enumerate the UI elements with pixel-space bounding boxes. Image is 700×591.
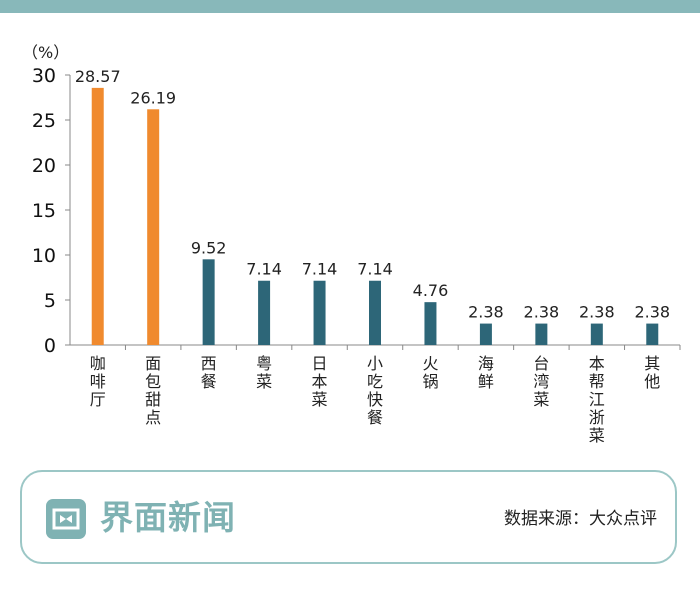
x-category-label: 粤菜 [256,354,272,391]
bar-value-label: 2.38 [524,303,560,322]
brand-name: 界面新闻 [100,498,236,537]
bar [590,323,603,345]
bar-value-label: 2.38 [579,303,615,322]
x-category-label: 咖啡厅 [90,354,106,409]
bar-value-label: 7.14 [246,260,282,279]
y-tick-label: 10 [32,245,56,267]
bar-value-label: 28.57 [75,67,121,86]
y-tick-label: 20 [32,155,56,177]
bar [535,323,548,345]
bar [369,280,381,345]
y-tick-label: 0 [44,335,56,357]
footer-banner: 界面新闻 数据来源：大众点评 [20,470,677,564]
bar [258,280,271,345]
bar [202,259,215,345]
x-category-label: 本帮江浙菜 [589,354,605,445]
bar-chart: （%） 0 5 10 15 20 25 30 28.57 26.19 9.52 7.14 7.14 7… [22,43,681,445]
x-category-label: 西餐 [201,354,217,391]
y-tick-label: 15 [32,200,56,222]
x-category-label: 火锅 [422,354,438,391]
bar [147,109,160,345]
bar [91,87,104,346]
bar [313,280,326,345]
x-category-label: 日本菜 [312,354,328,409]
x-category-label: 小吃快餐 [367,354,383,427]
data-source-text: 数据来源：大众点评 [504,509,657,529]
x-category-label: 面包甜点 [145,354,161,427]
bar [424,302,437,345]
bar-value-label: 7.14 [302,260,338,279]
y-tick-label: 25 [32,110,56,132]
y-axis-unit-label: （%） [22,43,69,62]
y-tick-label: 30 [32,65,56,87]
bars-group: 28.57 26.19 9.52 7.14 7.14 7.14 4.76 2.38 2.38 2.… [75,67,681,350]
bar [646,323,659,345]
bar-value-label: 7.14 [357,260,393,279]
bar-value-label: 26.19 [130,88,176,107]
jiemian-logo-icon [46,499,86,539]
y-ticks-group: 0 5 10 15 20 25 30 [32,65,70,357]
bar [479,323,492,345]
x-labels-group: 咖啡厅 面包甜点 西餐 粤菜 日本菜 小吃快餐 火锅 海鲜 台湾菜 本帮江浙菜 其他 [90,354,661,445]
bar-value-label: 9.52 [191,238,227,257]
bar-value-label: 4.76 [413,281,449,300]
x-category-label: 台湾菜 [533,354,549,409]
bar-value-label: 2.38 [634,303,670,322]
x-category-label: 其他 [644,354,660,391]
bar-value-label: 2.38 [468,303,504,322]
x-category-label: 海鲜 [478,354,494,391]
top-accent-bar [0,0,700,13]
y-tick-label: 5 [44,290,56,312]
